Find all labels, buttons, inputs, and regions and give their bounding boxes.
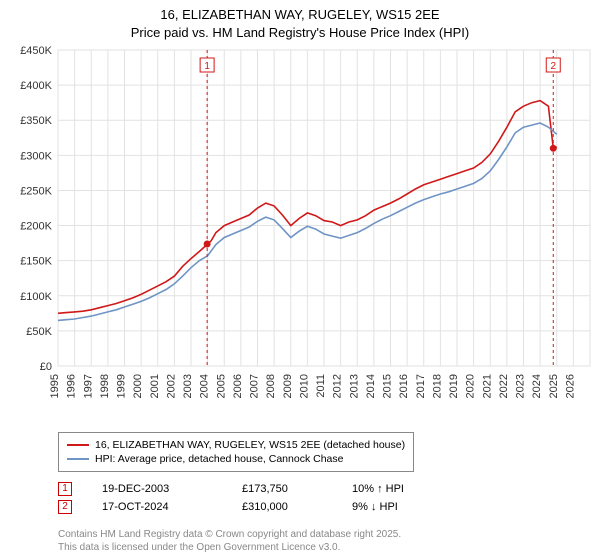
svg-text:£400K: £400K — [20, 80, 52, 92]
svg-text:2017: 2017 — [415, 374, 427, 398]
marker-badge: 1 — [58, 482, 72, 496]
svg-text:2005: 2005 — [215, 374, 227, 398]
title-line1: 16, ELIZABETHAN WAY, RUGELEY, WS15 2EE — [0, 6, 600, 24]
svg-text:2: 2 — [550, 61, 556, 72]
sales-table: 1 19-DEC-2003 £173,750 10% ↑ HPI 2 17-OC… — [58, 478, 432, 518]
svg-text:£200K: £200K — [20, 221, 52, 233]
chart-svg: £0 £50K £100K £150K £200K £250K £300K £350K £400… — [0, 44, 600, 430]
svg-text:£50K: £50K — [26, 326, 52, 338]
svg-text:£450K: £450K — [20, 45, 52, 57]
svg-text:2006: 2006 — [232, 374, 244, 398]
svg-text:2016: 2016 — [398, 374, 410, 398]
legend-label: 16, ELIZABETHAN WAY, RUGELEY, WS15 2EE (… — [95, 439, 405, 451]
svg-text:2012: 2012 — [332, 374, 344, 398]
svg-text:1996: 1996 — [66, 374, 78, 398]
svg-text:2001: 2001 — [149, 374, 161, 398]
svg-text:2024: 2024 — [531, 374, 543, 398]
table-row: 1 19-DEC-2003 £173,750 10% ↑ HPI — [58, 482, 432, 496]
legend-swatch — [67, 458, 89, 460]
table-row: 2 17-OCT-2024 £310,000 9% ↓ HPI — [58, 500, 432, 514]
sale-price: £173,750 — [242, 483, 322, 495]
svg-text:2022: 2022 — [498, 374, 510, 398]
svg-text:£150K: £150K — [20, 256, 52, 268]
footer-line1: Contains HM Land Registry data © Crown c… — [58, 528, 401, 541]
legend-item: HPI: Average price, detached house, Cann… — [67, 453, 405, 465]
svg-text:2015: 2015 — [382, 374, 394, 398]
sale-pct: 10% ↑ HPI — [352, 483, 432, 495]
legend-label: HPI: Average price, detached house, Cann… — [95, 453, 343, 465]
svg-text:1997: 1997 — [82, 374, 94, 398]
svg-text:2018: 2018 — [431, 374, 443, 398]
legend-item: 16, ELIZABETHAN WAY, RUGELEY, WS15 2EE (… — [67, 439, 405, 451]
footer-line2: This data is licensed under the Open Gov… — [58, 541, 401, 554]
svg-text:2025: 2025 — [548, 374, 560, 398]
footer-attribution: Contains HM Land Registry data © Crown c… — [58, 528, 401, 554]
svg-text:2002: 2002 — [165, 374, 177, 398]
svg-text:1: 1 — [204, 61, 210, 72]
svg-text:£350K: £350K — [20, 115, 52, 127]
svg-text:2010: 2010 — [298, 374, 310, 398]
svg-text:2000: 2000 — [132, 374, 144, 398]
svg-text:2013: 2013 — [348, 374, 360, 398]
svg-text:2014: 2014 — [365, 374, 377, 398]
svg-text:£0: £0 — [40, 361, 52, 373]
svg-text:2003: 2003 — [182, 374, 194, 398]
sale-pct: 9% ↓ HPI — [352, 501, 432, 513]
chart-area: £0 £50K £100K £150K £200K £250K £300K £350K £400… — [0, 44, 600, 430]
svg-text:2009: 2009 — [282, 374, 294, 398]
svg-text:£250K: £250K — [20, 185, 52, 197]
legend-swatch — [67, 444, 89, 446]
svg-text:2020: 2020 — [465, 374, 477, 398]
svg-text:2023: 2023 — [515, 374, 527, 398]
sale-date: 19-DEC-2003 — [102, 483, 212, 495]
title-line2: Price paid vs. HM Land Registry's House … — [0, 24, 600, 42]
svg-text:2021: 2021 — [481, 374, 493, 398]
svg-text:£100K: £100K — [20, 291, 52, 303]
svg-text:1999: 1999 — [116, 374, 128, 398]
svg-text:2019: 2019 — [448, 374, 460, 398]
sale-price: £310,000 — [242, 501, 322, 513]
svg-text:2008: 2008 — [265, 374, 277, 398]
svg-text:2004: 2004 — [199, 374, 211, 398]
chart-title: 16, ELIZABETHAN WAY, RUGELEY, WS15 2EE P… — [0, 0, 600, 41]
svg-text:1998: 1998 — [99, 374, 111, 398]
svg-text:1995: 1995 — [49, 374, 61, 398]
svg-text:2007: 2007 — [249, 374, 261, 398]
svg-text:£300K: £300K — [20, 150, 52, 162]
svg-text:2026: 2026 — [564, 374, 576, 398]
sale-date: 17-OCT-2024 — [102, 501, 212, 513]
legend-box: 16, ELIZABETHAN WAY, RUGELEY, WS15 2EE (… — [58, 432, 414, 472]
svg-text:2011: 2011 — [315, 374, 327, 398]
marker-badge: 2 — [58, 500, 72, 514]
